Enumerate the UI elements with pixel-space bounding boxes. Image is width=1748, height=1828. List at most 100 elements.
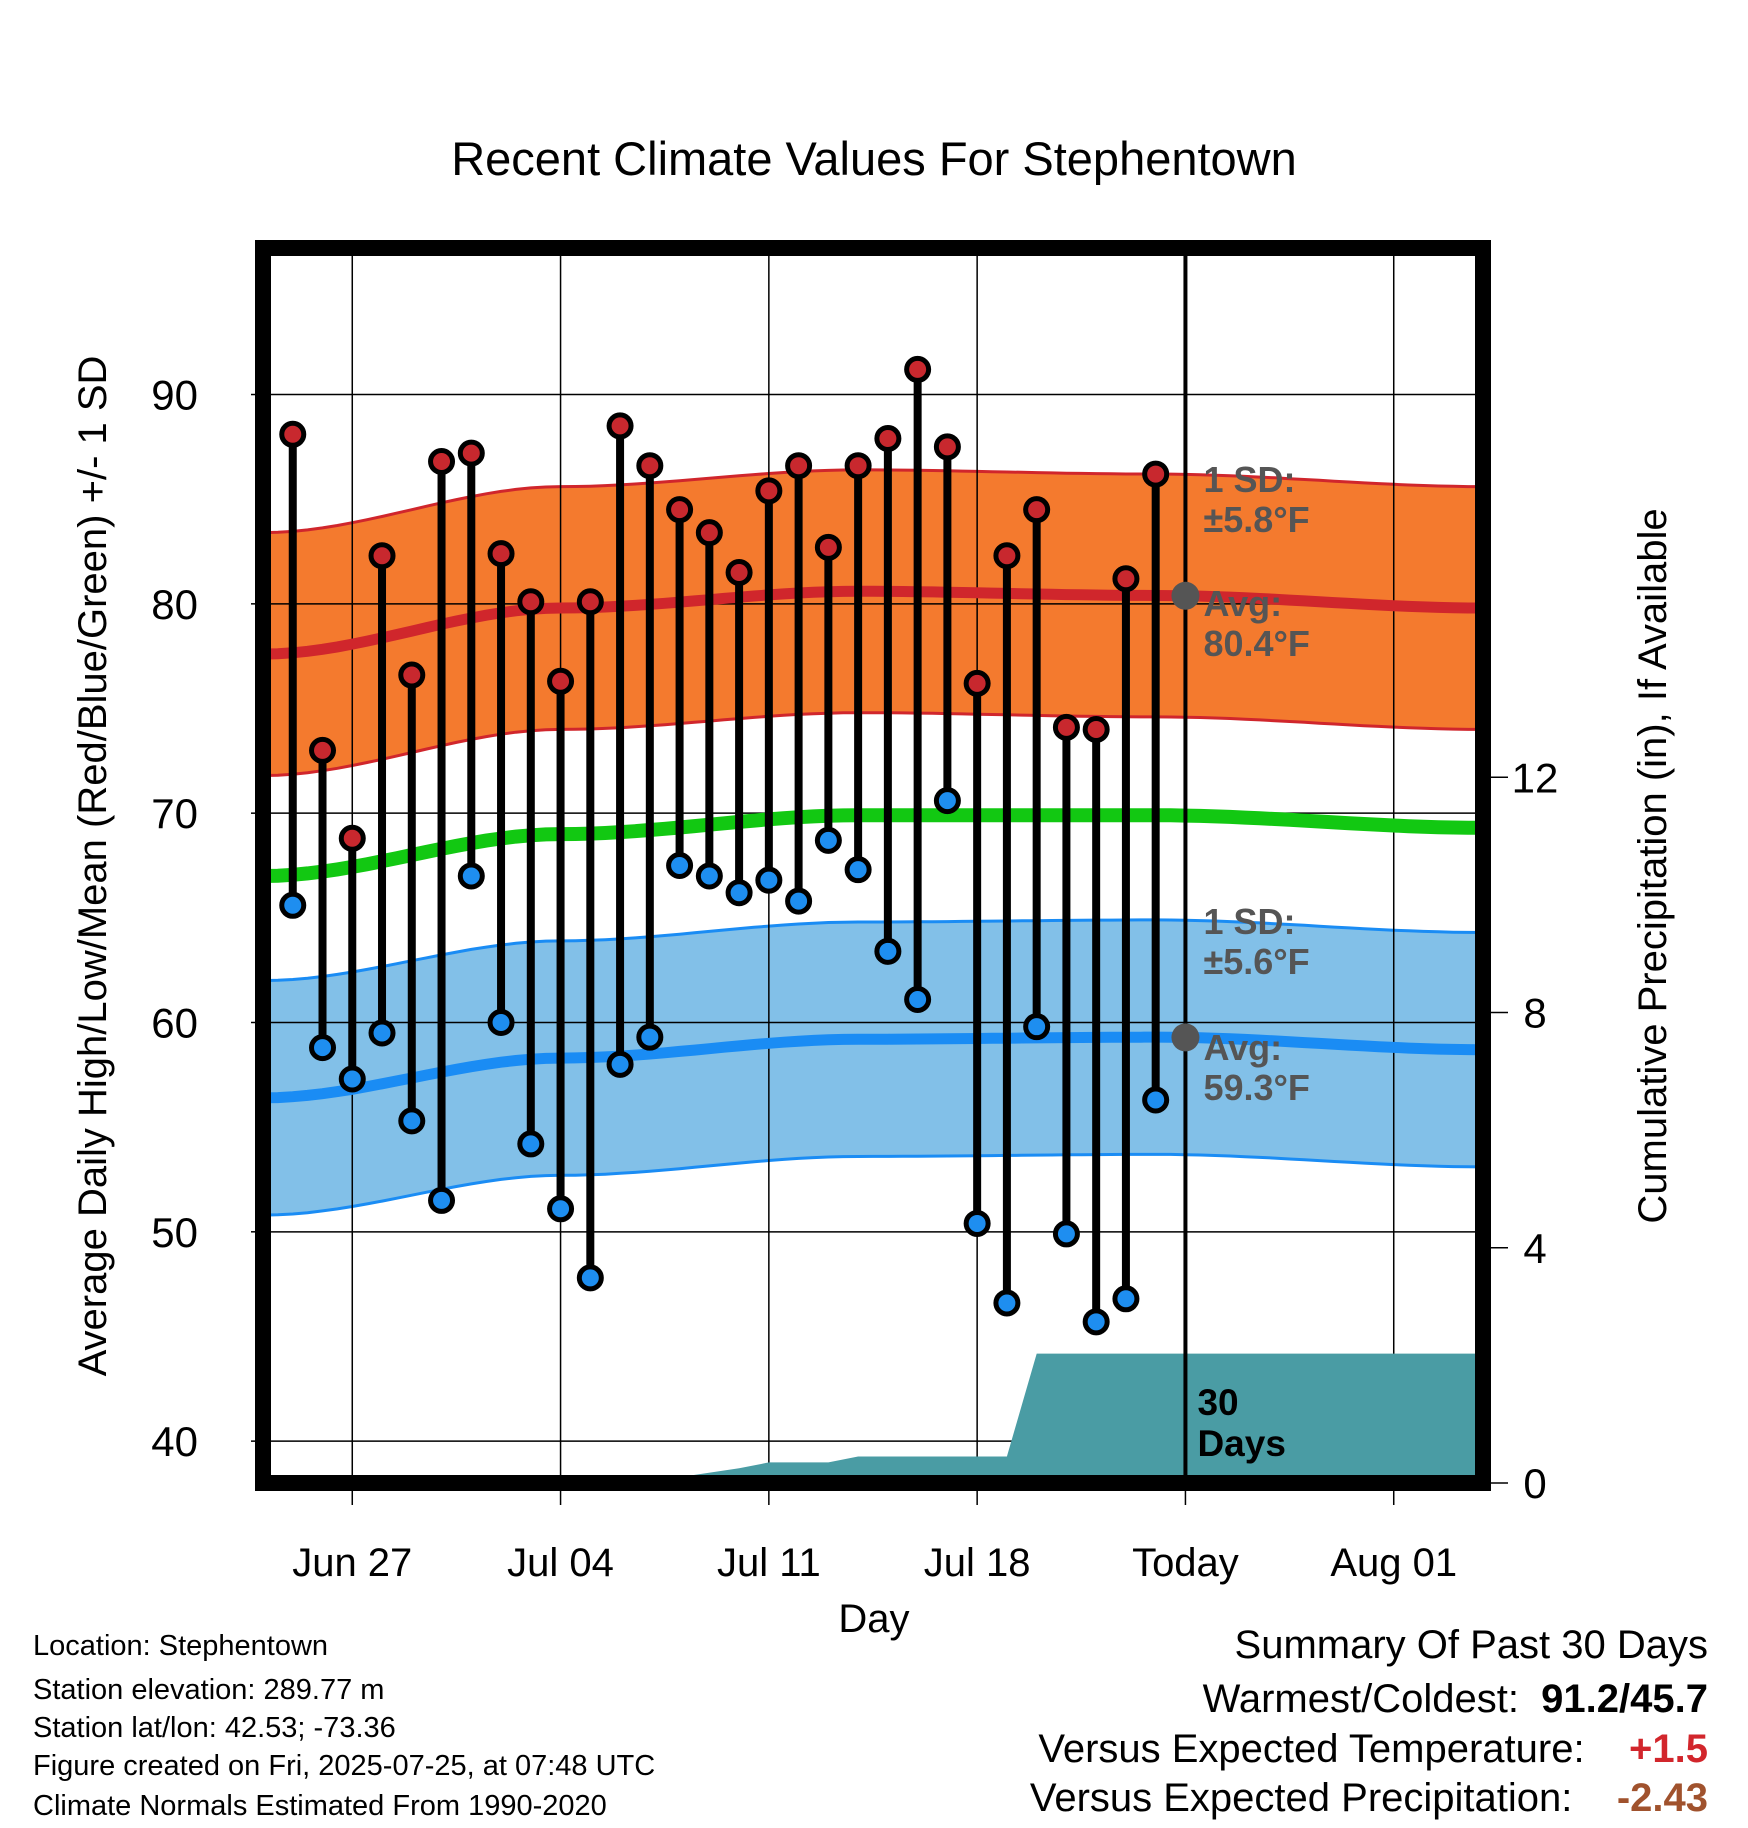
high-avg-label: Avg:: [1203, 583, 1282, 624]
obs-low-point: [933, 787, 961, 815]
y-tick-label: 80: [151, 581, 198, 628]
x-tick-label: Today: [1132, 1541, 1239, 1585]
x-tick-label: Jul 18: [924, 1541, 1031, 1585]
high-sd-lower-edge: [262, 711, 1483, 777]
info-latlon: Station lat/lon: 42.53; -73.36: [33, 1712, 396, 1744]
precip-days-number: 30: [1197, 1382, 1238, 1423]
obs-low-point: [428, 1186, 456, 1214]
obs-high-point: [814, 533, 842, 561]
low-avg-value: 59.3°F: [1203, 1067, 1309, 1108]
obs-high-point: [666, 496, 694, 524]
obs-high-point: [725, 558, 753, 586]
obs-low-point: [279, 891, 307, 919]
high-sd-band: [263, 469, 1483, 776]
low-sd-lower-edge: [262, 1152, 1484, 1217]
obs-high-point: [517, 588, 545, 616]
obs-low-point: [576, 1264, 604, 1292]
summary-temp: Versus Expected Temperature: +1.5: [1038, 1729, 1708, 1769]
precip-value: -2.43: [1616, 1776, 1708, 1820]
high-sd-upper-edge: [262, 468, 1483, 535]
obs-high-point: [933, 433, 961, 461]
obs-high-point: [398, 661, 426, 689]
x-tick-label: Jul 11: [717, 1541, 821, 1585]
x-tick-label: Jul 04: [507, 1541, 614, 1585]
high-sd-value: ±5.8°F: [1203, 499, 1309, 540]
normal-lines: [262, 248, 1484, 1483]
low-avg-label: Avg:: [1203, 1027, 1282, 1068]
y2-tick-label: 0: [1523, 1460, 1546, 1507]
summary-warm-cold: Warmest/Coldest: 91.2/45.7: [1203, 1679, 1708, 1719]
obs-high-point: [279, 420, 307, 448]
low-avg-line: [262, 1031, 1484, 1104]
obs-high-point: [487, 540, 515, 568]
obs-high-point: [1023, 496, 1051, 524]
summary-precip: Versus Expected Precipitation: -2.43: [1030, 1778, 1708, 1818]
obs-low-point: [636, 1023, 664, 1051]
y2-tick-label: 8: [1523, 990, 1546, 1037]
today-low-avg-marker: [1171, 1023, 1200, 1052]
obs-low-point: [338, 1065, 366, 1093]
obs-low-point: [785, 887, 813, 915]
x-axis-label: Day: [838, 1597, 909, 1641]
axes: 40 50 60 70 80 90 0 4 8 12 Jun 27 Jul 04 Jul 11 Jul 1…: [151, 240, 1558, 1585]
obs-low-point: [695, 862, 723, 890]
x-tick-label: Aug 01: [1330, 1541, 1457, 1585]
summary-title: Summary Of Past 30 Days: [1234, 1623, 1708, 1667]
obs-high-point: [368, 542, 396, 570]
temp-label: Versus Expected Temperature:: [1038, 1727, 1585, 1771]
obs-low-point: [874, 937, 902, 965]
info-location: Location: Stephentown: [33, 1630, 329, 1662]
y2-tick-label: 4: [1523, 1225, 1546, 1272]
obs-high-point: [636, 452, 664, 480]
obs-low-point: [993, 1289, 1021, 1317]
y-tick-label: 40: [151, 1418, 198, 1465]
plot-frame: [255, 240, 1491, 1491]
obs-high-point: [428, 448, 456, 476]
y-tick-label: 50: [151, 1209, 198, 1256]
low-sd-value: ±5.6°F: [1203, 941, 1309, 982]
temp-value: +1.5: [1629, 1727, 1708, 1771]
obs-high-point: [1112, 565, 1140, 593]
precip-label: Versus Expected Precipitation:: [1029, 1776, 1573, 1820]
precip-days-word: Days: [1197, 1423, 1285, 1464]
obs-low-point: [1142, 1086, 1170, 1114]
today-high-avg-marker: [1171, 581, 1200, 610]
obs-low-point: [755, 866, 783, 894]
obs-high-point: [576, 588, 604, 616]
obs-low-point: [487, 1008, 515, 1036]
info-elevation: Station elevation: 289.77 m: [33, 1674, 385, 1706]
y-tick-label: 90: [151, 372, 198, 419]
obs-high-point: [993, 542, 1021, 570]
obs-low-point: [606, 1050, 634, 1078]
obs-high-point: [904, 355, 932, 383]
high-avg-line: [262, 585, 1483, 660]
normal-bands: [262, 468, 1484, 1217]
low-sd-band: [263, 919, 1483, 1216]
obs-low-point: [1112, 1285, 1140, 1313]
obs-low-point: [1023, 1013, 1051, 1041]
obs-low-point: [963, 1209, 991, 1237]
gridlines: [263, 248, 1483, 1483]
info-created: Figure created on Fri, 2025-07-25, at 07…: [33, 1750, 656, 1782]
obs-low-point: [457, 862, 485, 890]
obs-low-point: [547, 1195, 575, 1223]
obs-low-point: [1052, 1220, 1080, 1248]
obs-low-point: [1082, 1308, 1110, 1336]
obs-high-point: [844, 452, 872, 480]
info-normals: Climate Normals Estimated From 1990-2020: [33, 1790, 607, 1822]
y2-axis-label: Cumulative Precipitation (in), If Availa…: [1631, 508, 1675, 1223]
mean-avg-line: [262, 808, 1484, 883]
chart-title: Recent Climate Values For Stephentown: [451, 132, 1297, 185]
observations: [279, 355, 1170, 1336]
obs-low-point: [666, 852, 694, 879]
high-avg-value: 80.4°F: [1203, 623, 1309, 664]
obs-low-point: [309, 1034, 337, 1062]
obs-low-point: [814, 826, 842, 854]
obs-high-point: [547, 667, 575, 695]
obs-high-point: [963, 669, 991, 697]
obs-high-point: [1142, 460, 1170, 488]
x-tick-label: Jun 27: [292, 1541, 412, 1585]
precip-cumulative-area: [263, 1353, 1483, 1483]
